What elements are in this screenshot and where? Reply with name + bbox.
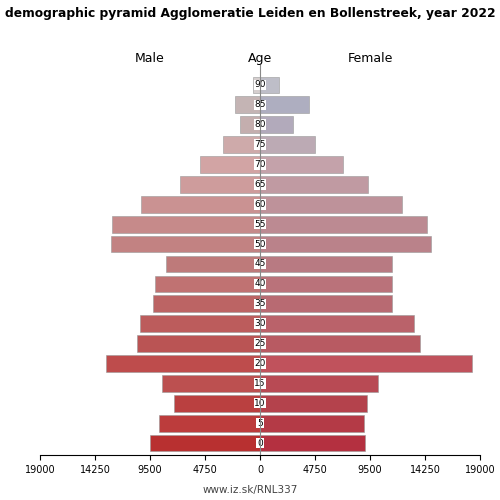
- Bar: [260, 415, 364, 432]
- Bar: [260, 375, 378, 392]
- Bar: [260, 335, 420, 352]
- Bar: [240, 116, 260, 133]
- Text: Male: Male: [135, 52, 165, 65]
- Text: 80: 80: [254, 120, 266, 129]
- Bar: [234, 96, 260, 113]
- Bar: [260, 395, 366, 411]
- Text: 70: 70: [254, 160, 266, 169]
- Text: 65: 65: [254, 180, 266, 189]
- Bar: [260, 176, 368, 192]
- Bar: [110, 236, 260, 252]
- Text: 10: 10: [254, 399, 266, 408]
- Text: 75: 75: [254, 140, 266, 149]
- Bar: [200, 156, 260, 173]
- Bar: [112, 216, 260, 232]
- Text: 30: 30: [254, 319, 266, 328]
- Text: 45: 45: [254, 260, 266, 268]
- Bar: [166, 256, 260, 272]
- Bar: [260, 136, 315, 153]
- Text: 5: 5: [257, 418, 263, 428]
- Bar: [223, 136, 260, 153]
- Bar: [260, 434, 366, 452]
- Bar: [140, 196, 260, 212]
- Bar: [140, 316, 260, 332]
- Bar: [260, 116, 293, 133]
- Bar: [138, 335, 260, 352]
- Bar: [260, 76, 278, 94]
- Bar: [260, 355, 472, 372]
- Bar: [253, 76, 260, 94]
- Bar: [106, 355, 260, 372]
- Text: demographic pyramid Agglomeratie Leiden en Bollenstreek, year 2022: demographic pyramid Agglomeratie Leiden …: [4, 8, 496, 20]
- Text: Female: Female: [348, 52, 393, 65]
- Text: 20: 20: [254, 359, 266, 368]
- Text: 35: 35: [254, 300, 266, 308]
- Text: 15: 15: [254, 379, 266, 388]
- Text: 55: 55: [254, 220, 266, 228]
- Bar: [180, 176, 260, 192]
- Bar: [174, 395, 260, 411]
- Bar: [260, 236, 432, 252]
- Bar: [260, 196, 402, 212]
- Bar: [162, 375, 260, 392]
- Text: 85: 85: [254, 100, 266, 110]
- Bar: [154, 276, 260, 292]
- Bar: [260, 316, 414, 332]
- Bar: [260, 216, 426, 232]
- Text: 50: 50: [254, 240, 266, 248]
- Bar: [260, 96, 308, 113]
- Bar: [160, 415, 260, 432]
- Bar: [260, 276, 392, 292]
- Text: Age: Age: [248, 52, 272, 65]
- Text: www.iz.sk/RNL337: www.iz.sk/RNL337: [202, 485, 298, 495]
- Bar: [150, 434, 260, 452]
- Bar: [260, 296, 392, 312]
- Text: 25: 25: [254, 339, 266, 348]
- Bar: [260, 256, 392, 272]
- Text: 60: 60: [254, 200, 266, 209]
- Bar: [260, 156, 344, 173]
- Bar: [154, 296, 260, 312]
- Text: 0: 0: [257, 438, 263, 448]
- Text: 40: 40: [254, 280, 266, 288]
- Text: 90: 90: [254, 80, 266, 90]
